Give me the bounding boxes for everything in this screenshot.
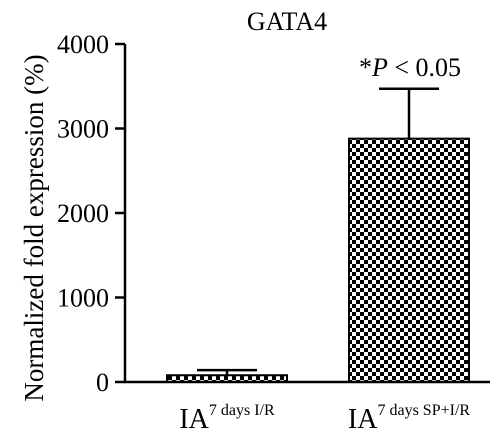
y-tick-label: 1000 — [57, 284, 109, 313]
y-tick-label: 3000 — [57, 115, 109, 144]
y-tick-label: 4000 — [57, 30, 109, 59]
x-tick-label-base: IA — [179, 404, 209, 435]
x-tick-label-base: IA — [348, 404, 378, 435]
y-axis-label: Normalized fold expression (%) — [19, 54, 49, 401]
y-tick-label: 2000 — [57, 199, 109, 228]
x-tick-label-sup: 7 days SP+I/R — [377, 402, 470, 419]
bars — [166, 87, 470, 383]
chart-title: GATA4 — [247, 7, 327, 36]
y-tick-label: 0 — [96, 368, 109, 397]
x-tick-label-sup: 7 days I/R — [209, 402, 275, 419]
bar — [348, 137, 470, 383]
y-axis: 0 1000 2000 3000 4000 — [57, 30, 127, 397]
significance-annotation: *P < 0.05 — [359, 53, 461, 82]
x-tick-label: IA7 days I/R — [179, 402, 275, 435]
annotation-star: * — [359, 53, 372, 82]
x-axis: IA7 days I/R IA7 days SP+I/R — [124, 380, 490, 435]
annotation-p: P — [371, 53, 388, 82]
x-tick-label: IA7 days SP+I/R — [348, 402, 470, 435]
annotation-rest: < 0.05 — [388, 53, 461, 82]
